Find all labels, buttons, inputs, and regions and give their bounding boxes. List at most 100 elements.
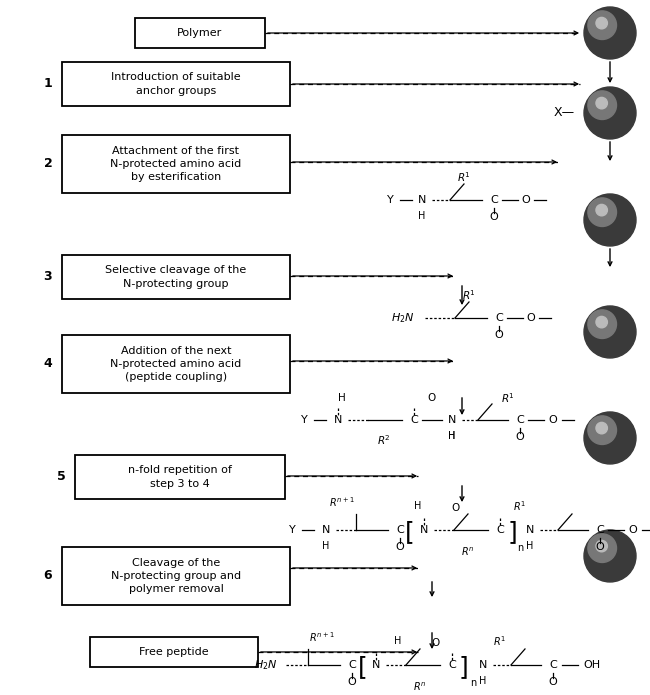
Circle shape bbox=[588, 534, 616, 562]
Text: C: C bbox=[396, 525, 404, 535]
Text: H: H bbox=[479, 676, 487, 686]
Bar bbox=[135, 18, 265, 48]
Text: O: O bbox=[452, 503, 460, 513]
Text: O: O bbox=[521, 195, 530, 205]
Text: $R^1$: $R^1$ bbox=[501, 391, 515, 405]
Text: O: O bbox=[515, 432, 525, 442]
Bar bbox=[62, 135, 290, 193]
Text: H: H bbox=[419, 211, 426, 221]
Text: n-fold repetition of
step 3 to 4: n-fold repetition of step 3 to 4 bbox=[128, 466, 232, 489]
Text: N: N bbox=[448, 415, 456, 425]
Text: O: O bbox=[396, 542, 404, 552]
Text: 2: 2 bbox=[44, 158, 53, 170]
Text: C: C bbox=[596, 525, 604, 535]
Text: $R^n$: $R^n$ bbox=[462, 546, 474, 558]
Circle shape bbox=[588, 416, 616, 445]
Circle shape bbox=[588, 91, 616, 120]
Text: C: C bbox=[549, 660, 557, 670]
Text: O: O bbox=[595, 542, 604, 552]
Text: $H_2N$: $H_2N$ bbox=[254, 658, 278, 672]
Text: ]: ] bbox=[507, 520, 517, 544]
Text: N: N bbox=[526, 525, 534, 535]
Circle shape bbox=[588, 11, 616, 40]
Text: Y: Y bbox=[300, 415, 307, 425]
Text: N: N bbox=[420, 525, 428, 535]
Text: $R^2$: $R^2$ bbox=[377, 433, 391, 447]
Circle shape bbox=[596, 204, 607, 216]
Text: N: N bbox=[322, 525, 330, 535]
Text: O: O bbox=[428, 393, 436, 403]
Text: 5: 5 bbox=[57, 471, 66, 484]
Text: N: N bbox=[418, 195, 426, 205]
Text: 6: 6 bbox=[44, 569, 52, 582]
Circle shape bbox=[596, 97, 607, 109]
Circle shape bbox=[584, 530, 636, 582]
Text: Attachment of the first
N-protected amino acid
by esterification: Attachment of the first N-protected amin… bbox=[111, 146, 242, 182]
Text: Polymer: Polymer bbox=[177, 28, 222, 38]
Text: n: n bbox=[470, 678, 476, 688]
Text: C: C bbox=[410, 415, 418, 425]
Text: Selective cleavage of the
N-protecting group: Selective cleavage of the N-protecting g… bbox=[105, 265, 246, 288]
Circle shape bbox=[596, 541, 607, 552]
Text: ]: ] bbox=[458, 655, 468, 679]
Text: $R^1$: $R^1$ bbox=[457, 170, 471, 184]
Text: 4: 4 bbox=[44, 357, 53, 370]
Text: O: O bbox=[549, 677, 558, 687]
Text: N: N bbox=[479, 660, 488, 670]
Bar bbox=[62, 547, 290, 605]
Text: Introduction of suitable
anchor groups: Introduction of suitable anchor groups bbox=[111, 72, 240, 96]
Text: O: O bbox=[526, 313, 536, 323]
Text: C: C bbox=[348, 660, 356, 670]
Text: 3: 3 bbox=[44, 270, 52, 284]
Text: Free peptide: Free peptide bbox=[139, 647, 209, 657]
Text: C: C bbox=[448, 660, 456, 670]
Text: [: [ bbox=[405, 520, 415, 544]
Text: H: H bbox=[448, 431, 456, 441]
Text: H: H bbox=[338, 393, 346, 403]
Bar bbox=[75, 455, 285, 499]
Text: O: O bbox=[495, 330, 503, 340]
Text: OH: OH bbox=[584, 660, 601, 670]
Text: N: N bbox=[372, 660, 380, 670]
Text: N: N bbox=[334, 415, 342, 425]
Text: H: H bbox=[526, 541, 534, 551]
Bar bbox=[62, 62, 290, 106]
Bar bbox=[62, 335, 290, 393]
Bar bbox=[62, 255, 290, 299]
Bar bbox=[90, 637, 258, 667]
Text: $R^{n+1}$: $R^{n+1}$ bbox=[309, 630, 335, 644]
Text: O: O bbox=[348, 677, 356, 687]
Text: Cleavage of the
N-protecting group and
polymer removal: Cleavage of the N-protecting group and p… bbox=[111, 558, 241, 594]
Circle shape bbox=[596, 17, 607, 28]
Text: $R^1$: $R^1$ bbox=[462, 288, 476, 302]
Text: C: C bbox=[490, 195, 498, 205]
Text: C: C bbox=[495, 313, 503, 323]
Text: O: O bbox=[489, 212, 499, 222]
Circle shape bbox=[588, 310, 616, 338]
Text: $R^1$: $R^1$ bbox=[493, 634, 506, 648]
Text: O: O bbox=[432, 638, 440, 648]
Circle shape bbox=[584, 306, 636, 358]
Circle shape bbox=[584, 194, 636, 246]
Text: H: H bbox=[322, 541, 330, 551]
Text: C: C bbox=[516, 415, 524, 425]
Circle shape bbox=[596, 423, 607, 434]
Text: H: H bbox=[395, 636, 402, 646]
Circle shape bbox=[588, 198, 616, 227]
Circle shape bbox=[584, 87, 636, 139]
Text: Y: Y bbox=[289, 525, 295, 535]
Text: H: H bbox=[448, 431, 456, 441]
Text: H: H bbox=[414, 501, 422, 511]
Circle shape bbox=[584, 412, 636, 464]
Circle shape bbox=[584, 7, 636, 59]
Text: n: n bbox=[517, 543, 523, 553]
Text: 1: 1 bbox=[44, 78, 53, 90]
Text: $R^{n+1}$: $R^{n+1}$ bbox=[329, 495, 355, 509]
Text: $H_2N$: $H_2N$ bbox=[391, 311, 415, 325]
Text: $R^1$: $R^1$ bbox=[514, 499, 526, 513]
Text: Y: Y bbox=[387, 195, 393, 205]
Text: $R^n$: $R^n$ bbox=[413, 681, 426, 693]
Text: Addition of the next
N-protected amino acid
(peptide coupling): Addition of the next N-protected amino a… bbox=[111, 346, 242, 382]
Circle shape bbox=[596, 316, 607, 328]
Text: [: [ bbox=[358, 655, 368, 679]
